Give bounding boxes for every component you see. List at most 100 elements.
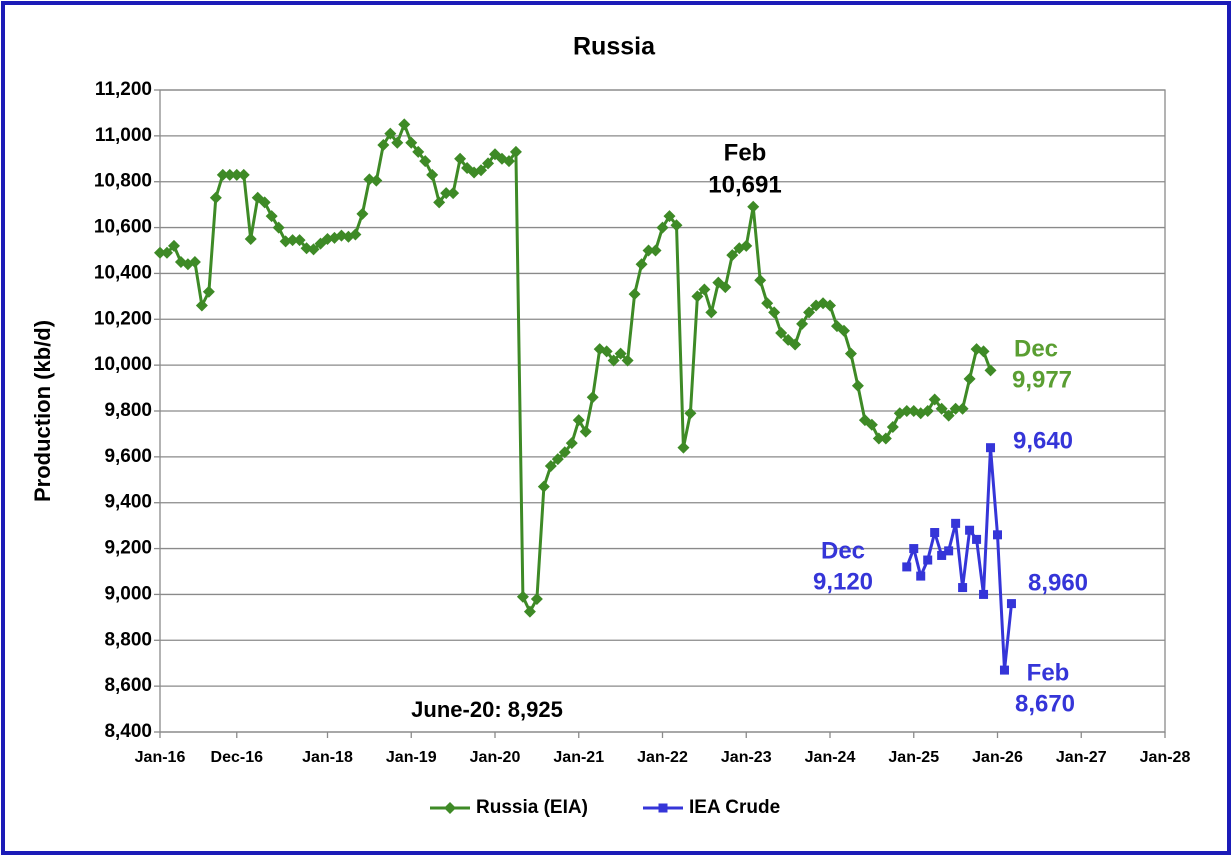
point	[999, 665, 1009, 675]
x-tick-label: Jan-18	[302, 749, 353, 766]
point	[965, 525, 975, 535]
point	[537, 480, 550, 493]
x-tick-label: Jan-28	[1140, 749, 1191, 766]
y-tick-label: 10,200	[94, 308, 152, 329]
annotation: 8,670	[1015, 690, 1075, 717]
x-tick-label: Jan-24	[805, 749, 856, 766]
point	[900, 405, 913, 417]
point	[775, 327, 788, 340]
point	[979, 589, 989, 599]
point	[670, 219, 683, 232]
point	[824, 299, 836, 312]
annotation: 9,120	[813, 568, 873, 595]
point	[398, 118, 411, 131]
point	[789, 338, 802, 351]
point	[691, 290, 704, 303]
x-tick-label: Jan-27	[1056, 749, 1107, 766]
point	[986, 443, 996, 453]
point	[244, 233, 257, 246]
x-tick-label: Jan-20	[470, 749, 521, 766]
point	[747, 200, 760, 213]
series-line	[905, 446, 1013, 672]
point	[942, 409, 955, 422]
point	[551, 453, 564, 466]
point	[719, 281, 732, 294]
point	[454, 152, 467, 165]
point	[523, 605, 536, 618]
point	[935, 402, 948, 415]
point	[951, 518, 961, 528]
plot: 8,400 8,600 8,800 9,000 9,200 9,400 9,600 9,800…	[94, 79, 1191, 766]
point	[984, 364, 997, 377]
point	[649, 244, 662, 257]
point	[726, 249, 739, 262]
point	[656, 221, 669, 234]
point	[972, 534, 982, 544]
point	[447, 187, 460, 200]
point	[230, 168, 243, 181]
y-tick-label: 8,400	[104, 721, 152, 742]
x-tick-label: Jan-21	[553, 749, 604, 766]
point	[349, 228, 362, 241]
point	[621, 354, 634, 367]
point	[482, 157, 495, 170]
y-tick-label: 8,800	[104, 629, 152, 650]
point	[202, 285, 215, 298]
legend: Russia (EIA) IEA Crude	[430, 797, 780, 818]
point	[384, 127, 397, 140]
point	[209, 191, 222, 204]
point	[272, 221, 285, 234]
annotation: Feb	[1027, 659, 1070, 686]
point	[405, 136, 418, 149]
point	[909, 544, 919, 554]
point	[761, 297, 774, 310]
point	[565, 437, 578, 450]
point	[440, 187, 453, 200]
point	[502, 155, 515, 168]
annotation: Dec	[1014, 335, 1058, 362]
point	[628, 288, 641, 301]
point	[286, 234, 299, 247]
y-tick-label: 11,200	[95, 79, 152, 100]
point	[412, 145, 425, 158]
point	[195, 299, 208, 312]
point	[356, 207, 369, 220]
point	[803, 306, 816, 319]
point	[642, 244, 655, 257]
y-tick-label: 9,000	[104, 583, 152, 604]
point	[740, 239, 753, 252]
point	[768, 306, 781, 319]
point	[684, 407, 697, 420]
annotation: Feb	[724, 139, 767, 166]
point	[956, 402, 969, 415]
y-tick-label: 10,400	[94, 262, 152, 283]
point	[265, 210, 278, 223]
point	[705, 306, 718, 319]
point	[586, 391, 599, 404]
point	[916, 571, 926, 581]
point	[237, 168, 250, 181]
point	[958, 583, 968, 593]
point	[509, 145, 522, 158]
point	[614, 347, 627, 360]
point	[607, 354, 620, 367]
point	[516, 590, 529, 603]
y-tick-label: 9,200	[104, 538, 152, 559]
point	[307, 243, 320, 256]
x-tick-label: Jan-22	[637, 749, 688, 766]
point	[872, 432, 885, 445]
legend-label: Russia (EIA)	[476, 797, 588, 818]
point	[844, 347, 857, 360]
annotation: June-20: 8,925	[411, 697, 563, 722]
point	[293, 234, 306, 247]
x-tick-label: Jan-16	[135, 749, 186, 766]
annotation: 9,640	[1013, 427, 1073, 454]
point	[928, 393, 941, 406]
plot-area	[159, 89, 1166, 733]
point	[377, 139, 390, 152]
y-axis-title: Production (kb/d)	[30, 320, 55, 502]
point	[258, 196, 271, 209]
point	[544, 460, 557, 473]
point	[937, 550, 947, 560]
